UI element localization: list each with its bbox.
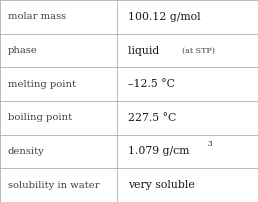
Text: (at STP): (at STP) [182, 46, 215, 55]
Text: solubility in water: solubility in water [8, 181, 99, 190]
Text: –12.5 °C: –12.5 °C [128, 79, 175, 89]
Text: 100.12 g/mol: 100.12 g/mol [128, 12, 200, 22]
Text: melting point: melting point [8, 80, 76, 89]
Text: boiling point: boiling point [8, 113, 72, 122]
Text: phase: phase [8, 46, 38, 55]
Text: very soluble: very soluble [128, 180, 195, 190]
Text: 3: 3 [208, 140, 212, 148]
Text: liquid: liquid [128, 45, 166, 56]
Text: density: density [8, 147, 44, 156]
Text: molar mass: molar mass [8, 12, 66, 21]
Text: 1.079 g/cm: 1.079 g/cm [128, 146, 189, 157]
Text: 227.5 °C: 227.5 °C [128, 113, 176, 123]
